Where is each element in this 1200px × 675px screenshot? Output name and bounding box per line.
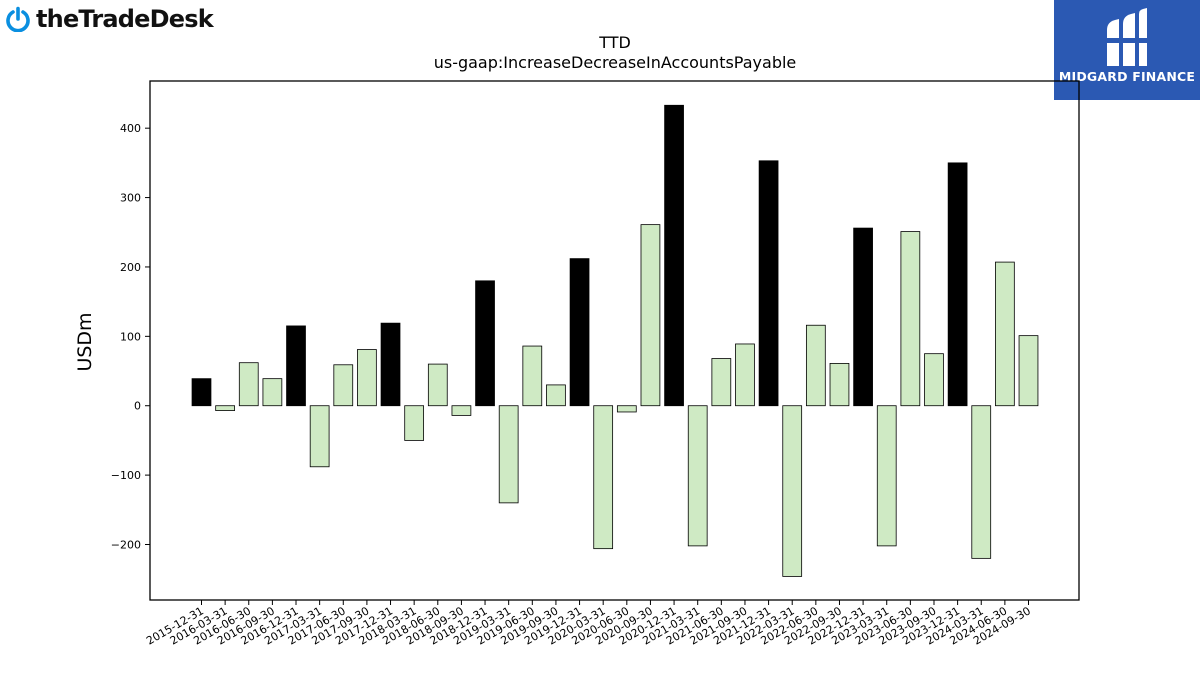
bar-2017-12-31 <box>380 322 401 407</box>
bar-2016-06-30 <box>238 362 259 407</box>
bars-group <box>191 104 1039 577</box>
x-axis-ticks: 2015-12-312016-03-312016-06-302016-09-30… <box>144 600 1033 648</box>
bar-2019-09-30 <box>546 384 566 407</box>
bar-2021-09-30 <box>735 343 755 407</box>
bar-2018-03-31 <box>404 405 425 441</box>
bar-2024-09-30 <box>1018 335 1039 407</box>
power-icon <box>6 6 30 32</box>
y-tick-label: 300 <box>120 192 141 205</box>
bar-2016-09-30 <box>262 378 283 407</box>
bar-2021-03-31 <box>687 405 708 547</box>
bar-2016-12-31 <box>286 325 306 407</box>
bar-2019-03-31 <box>498 405 519 504</box>
bar-2022-03-31 <box>782 405 803 577</box>
bar-2021-06-30 <box>711 358 732 407</box>
chart-subtitle: us-gaap:IncreaseDecreaseInAccountsPayabl… <box>434 53 797 72</box>
y-tick-label: −200 <box>111 538 141 551</box>
bar-2018-06-30 <box>427 363 448 407</box>
bar-2017-03-31 <box>309 405 330 468</box>
midgard-finance-wordmark: MIDGARD FINANCE <box>1058 69 1196 84</box>
y-tick-label: 0 <box>134 400 141 413</box>
bar-2023-03-31 <box>876 405 897 547</box>
y-axis-ticks: −200 −100 0 100 200 300 400 <box>111 122 150 551</box>
bar-2018-09-30 <box>451 405 472 416</box>
bar-2020-12-31 <box>664 104 684 407</box>
y-tick-label: 100 <box>120 330 141 343</box>
bar-2023-09-30 <box>924 353 944 407</box>
bar-2022-06-30 <box>805 324 826 407</box>
trade-desk-logo: theTradeDesk <box>5 4 214 34</box>
bar-2020-03-31 <box>593 405 614 550</box>
bar-2017-09-30 <box>357 349 377 407</box>
y-tick-label: 200 <box>120 261 141 274</box>
trade-desk-wordmark: theTradeDesk <box>36 5 214 33</box>
bar-2023-06-30 <box>900 231 921 407</box>
bar-2015-12-31 <box>191 378 212 407</box>
bar-2016-03-31 <box>215 405 235 411</box>
plot-frame <box>149 80 1080 601</box>
chart-title: TTD <box>598 33 631 52</box>
midgard-emblem-icon <box>1103 8 1151 66</box>
bar-2022-09-30 <box>829 362 850 407</box>
bar-2020-06-30 <box>616 405 637 413</box>
midgard-finance-logo: MIDGARD FINANCE <box>1054 0 1200 100</box>
bar-2022-12-31 <box>853 227 873 407</box>
bar-2024-03-31 <box>971 405 992 559</box>
y-tick-label: 400 <box>120 122 141 135</box>
bar-2024-06-30 <box>995 261 1015 407</box>
bar-2023-12-31 <box>947 162 968 407</box>
bar-2018-12-31 <box>475 280 495 407</box>
bar-2019-06-30 <box>522 345 543 407</box>
bar-2020-09-30 <box>640 224 661 407</box>
bar-2017-06-30 <box>333 364 354 407</box>
y-axis-label: USDm <box>74 312 96 371</box>
bar-2021-12-31 <box>758 160 779 407</box>
bar-2019-12-31 <box>569 258 590 407</box>
y-tick-label: −100 <box>111 469 141 482</box>
